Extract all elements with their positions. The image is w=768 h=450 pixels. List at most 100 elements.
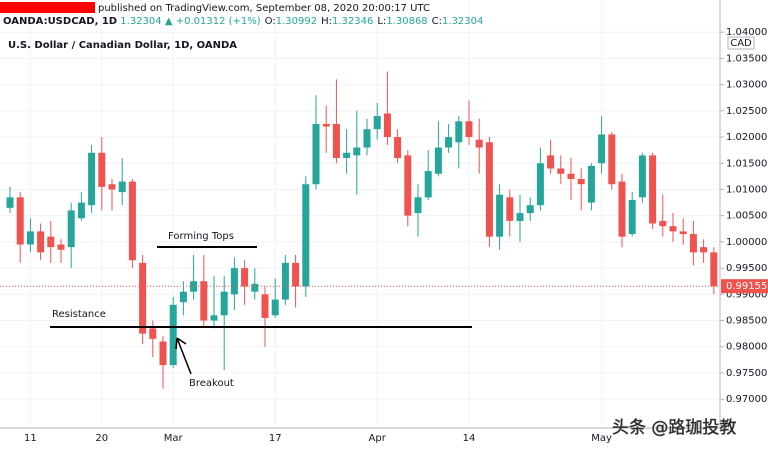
x-tick-label: Mar — [164, 433, 184, 444]
y-tick-label: 1.03000 — [726, 80, 767, 91]
candle-body — [475, 139, 483, 148]
y-tick-label: 0.97000 — [726, 394, 767, 405]
candle-body — [200, 281, 208, 321]
redaction — [0, 2, 95, 13]
candle-body — [659, 220, 667, 227]
candle-body — [485, 142, 493, 237]
last-price-label: 0.99155 — [726, 281, 767, 292]
candle-body — [526, 205, 534, 214]
unit-box — [727, 36, 755, 50]
candle-body — [638, 155, 646, 198]
candle-body — [302, 184, 310, 287]
candle-body — [557, 168, 565, 174]
candle-body — [6, 197, 14, 208]
candle-body — [88, 152, 96, 206]
candle-body — [577, 178, 585, 185]
y-tick-label: 1.03500 — [726, 53, 767, 64]
candle-body — [322, 123, 330, 127]
candle-body — [608, 134, 616, 185]
candle-body — [547, 155, 555, 169]
annotation: Breakout — [189, 378, 234, 389]
candle-body — [47, 236, 55, 248]
candle-body — [77, 202, 85, 219]
candle-body — [649, 155, 657, 224]
y-tick-label: 1.00000 — [726, 237, 767, 248]
candle-body — [700, 247, 708, 253]
x-tick-label: 11 — [24, 433, 37, 444]
candle-body — [149, 328, 157, 339]
annotation: Forming Tops — [168, 231, 234, 242]
x-tick-label: Apr — [369, 433, 387, 444]
y-tick-label: 0.99500 — [726, 263, 767, 274]
candle-body — [689, 234, 697, 253]
y-tick-label: 1.04000 — [726, 27, 767, 38]
candle-body — [506, 197, 514, 221]
candle-body — [179, 291, 187, 303]
candle-body — [445, 137, 453, 148]
candle-body — [394, 137, 402, 159]
candle-body — [281, 262, 289, 300]
candle-body — [139, 262, 147, 334]
watermark: 头条 @路珈投教 — [612, 418, 736, 438]
candle-body — [353, 147, 361, 156]
candle-body — [404, 155, 412, 216]
y-unit: CAD — [730, 38, 752, 49]
candle-body — [465, 121, 473, 138]
y-tick-label: 1.00500 — [726, 211, 767, 222]
candle-body — [536, 163, 544, 206]
candle-body — [363, 129, 371, 148]
candle-body — [118, 181, 126, 193]
candle-body — [57, 244, 65, 250]
candle-body — [424, 171, 432, 198]
x-tick-label: 20 — [95, 433, 108, 444]
candle-body — [679, 231, 687, 235]
candle-body — [26, 231, 34, 245]
ohlc-value: 1.32346 — [332, 16, 373, 27]
candle-body — [383, 113, 391, 138]
candle-body — [159, 341, 167, 366]
candle-body — [67, 210, 75, 248]
last-price-box — [721, 279, 768, 294]
candle-body — [241, 268, 249, 287]
candle-body — [628, 199, 636, 235]
y-tick-label: 1.02000 — [726, 132, 767, 143]
candle-body — [271, 299, 279, 316]
candle-body — [618, 181, 626, 237]
candle-body — [516, 213, 524, 221]
candle-body — [169, 304, 177, 366]
candle-body — [261, 294, 269, 318]
candle-body — [210, 315, 218, 321]
candle-body — [190, 281, 198, 292]
candle-body — [598, 134, 606, 164]
change: ▲ +0.01312 (+1%) — [165, 16, 261, 27]
candle-body — [220, 291, 228, 316]
published-note: published on TradingView.com, September … — [98, 3, 430, 14]
symbol: OANDA:USDCAD, 1D — [3, 16, 117, 27]
y-tick-label: 0.99000 — [726, 289, 767, 300]
candle-body — [434, 147, 442, 174]
candle-body — [251, 283, 259, 292]
breakout-arrow — [175, 337, 192, 375]
x-tick-label: 14 — [463, 433, 476, 444]
ohlc-value: 1.32304 — [442, 16, 483, 27]
y-tick-label: 1.01500 — [726, 158, 767, 169]
candle-body — [567, 173, 575, 179]
x-tick-label: 17 — [269, 433, 282, 444]
candle-body — [16, 197, 24, 245]
y-tick-label: 0.98500 — [726, 316, 767, 327]
candle-body — [108, 184, 116, 190]
chart-title: U.S. Dollar / Canadian Dollar, 1D, OANDA — [8, 40, 237, 51]
symbol-line: OANDA:USDCAD, 1D 1.32304 ▲ +0.01312 (+1%… — [3, 16, 483, 27]
y-tick-label: 1.02500 — [726, 106, 767, 117]
y-tick-label: 0.97500 — [726, 368, 767, 379]
x-tick-label: May — [591, 433, 612, 444]
candle-body — [455, 121, 463, 143]
candle-body — [37, 231, 45, 253]
candle-body — [98, 152, 106, 187]
candle-body — [373, 116, 381, 130]
ohlc-label: O: — [265, 16, 276, 27]
candle-body — [710, 252, 718, 287]
